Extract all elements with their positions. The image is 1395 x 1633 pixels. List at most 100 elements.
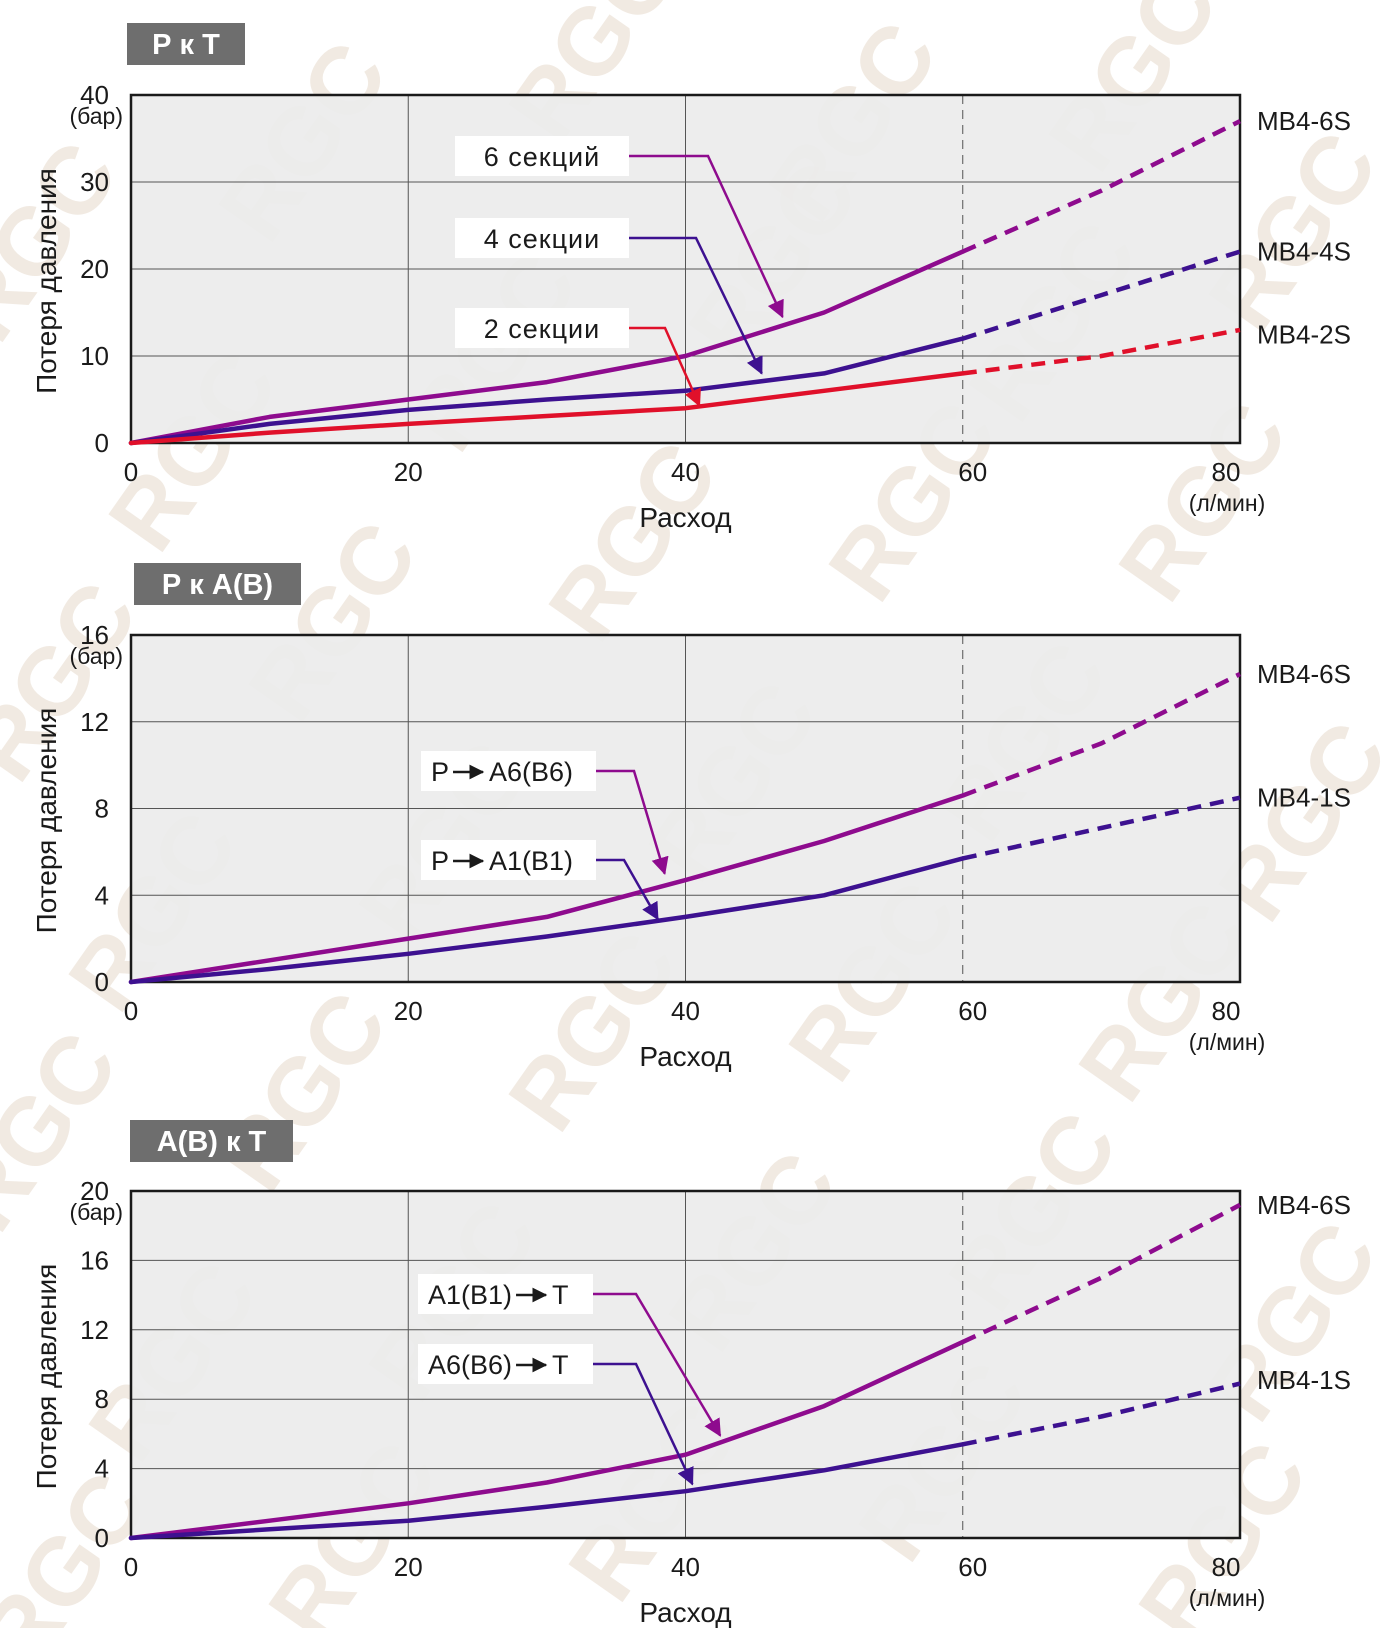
series-model-label: MB4-1S bbox=[1257, 1365, 1351, 1395]
series-callout: P A1(B1) bbox=[421, 840, 659, 921]
callout-leader-arrow bbox=[593, 1292, 722, 1437]
series-callout: P A6(B6) bbox=[421, 751, 669, 875]
y-tick-label: 16 bbox=[80, 620, 109, 650]
callout-label-from: P bbox=[431, 846, 449, 876]
y-unit-label: (бар) bbox=[69, 1199, 123, 1225]
callout-box bbox=[455, 308, 629, 348]
callout-leader-arrow bbox=[596, 858, 659, 921]
x-tick-label: 40 bbox=[671, 457, 700, 487]
series-line-1-measured bbox=[128, 249, 966, 446]
y-tick-label: 4 bbox=[95, 880, 109, 910]
x-tick-label: 80 bbox=[1212, 1552, 1241, 1582]
series-line-2-measured bbox=[128, 336, 966, 446]
series-line-3-measured bbox=[128, 371, 966, 446]
callout-box bbox=[455, 136, 629, 176]
series-callout: 6 секций bbox=[455, 136, 784, 319]
callout-label-from: A6(B6) bbox=[428, 1350, 512, 1380]
callout-box bbox=[418, 1274, 593, 1314]
y-tick-label: 12 bbox=[80, 707, 109, 737]
x-axis-title: Расход bbox=[639, 502, 731, 533]
chart-title: А(В) к Т bbox=[157, 1126, 267, 1158]
y-unit-label: (бар) bbox=[69, 103, 123, 129]
callout-label-to: T bbox=[552, 1280, 569, 1310]
callout-box bbox=[418, 1344, 593, 1384]
callout-label: 2 секции bbox=[484, 314, 600, 344]
series-line-2-extrapolated bbox=[962, 795, 1241, 861]
x-tick-label: 40 bbox=[671, 1552, 700, 1582]
callout-box bbox=[421, 840, 596, 880]
chart-title: Р к Т bbox=[152, 29, 220, 61]
callout-label-to: T bbox=[552, 1350, 569, 1380]
x-tick-label: 20 bbox=[394, 457, 423, 487]
y-tick-label: 0 bbox=[95, 1523, 109, 1553]
series-line-1-extrapolated bbox=[961, 1202, 1242, 1344]
callout-label-to: A6(B6) bbox=[489, 757, 573, 787]
y-tick-label: 8 bbox=[95, 1384, 109, 1414]
callout-label-to: A1(B1) bbox=[489, 846, 573, 876]
y-tick-label: 4 bbox=[95, 1454, 109, 1484]
chart-title-box bbox=[130, 1120, 293, 1162]
plot-frame bbox=[129, 1189, 1242, 1540]
y-tick-label: 8 bbox=[95, 794, 109, 824]
x-tick-label: 20 bbox=[394, 996, 423, 1026]
series-model-label: MB4-6S bbox=[1257, 1190, 1351, 1220]
x-unit-label: (л/мин) bbox=[1189, 1029, 1266, 1055]
callout-leader-arrow bbox=[596, 769, 669, 875]
y-tick-label: 20 bbox=[80, 1176, 109, 1206]
callout-box bbox=[455, 218, 629, 258]
y-tick-label: 12 bbox=[80, 1315, 109, 1345]
callout-box bbox=[421, 751, 596, 791]
x-axis-title: Расход bbox=[639, 1041, 731, 1072]
y-tick-label: 16 bbox=[80, 1245, 109, 1275]
callout-label: 4 секции bbox=[484, 224, 600, 254]
series-line-2-extrapolated bbox=[962, 249, 1241, 341]
x-tick-label: 0 bbox=[124, 1552, 138, 1582]
y-unit-label: (бар) bbox=[69, 643, 123, 669]
y-tick-label: 0 bbox=[95, 967, 109, 997]
x-tick-label: 80 bbox=[1212, 996, 1241, 1026]
series-model-label: MB4-2S bbox=[1257, 319, 1351, 349]
callout-label: 6 секций bbox=[484, 142, 600, 172]
y-axis-title: Потеря давления bbox=[31, 168, 62, 394]
plot-frame bbox=[129, 633, 1242, 984]
callout-leader-arrow bbox=[629, 326, 701, 407]
x-tick-label: 0 bbox=[124, 996, 138, 1026]
series-callout: A1(B1) T bbox=[418, 1274, 722, 1437]
series-line-1-extrapolated bbox=[961, 119, 1242, 254]
series-line-2-measured bbox=[128, 856, 966, 985]
watermark-logo: RGC bbox=[0, 123, 138, 359]
watermark-logo: RGC bbox=[528, 423, 738, 659]
y-tick-label: 30 bbox=[80, 167, 109, 197]
y-axis-title: Потеря давления bbox=[31, 1264, 62, 1490]
callout-label-from: P bbox=[431, 757, 449, 787]
y-axis-title: Потеря давления bbox=[31, 708, 62, 934]
chart-panel-2: Р к А(В) 0 4 8 12 16(бар) 0 20 40 60 80 (л/мин) Расх… bbox=[31, 563, 1351, 1072]
series-line-3-extrapolated bbox=[962, 327, 1241, 376]
callout-leader-arrow bbox=[629, 236, 763, 375]
x-unit-label: (л/мин) bbox=[1189, 1585, 1266, 1611]
watermark-logo: RGC bbox=[198, 973, 408, 1209]
x-tick-label: 60 bbox=[958, 1552, 987, 1582]
series-line-1-measured bbox=[128, 1339, 966, 1541]
x-tick-label: 80 bbox=[1212, 457, 1241, 487]
plot-frame bbox=[129, 93, 1242, 445]
callout-leader-arrow bbox=[593, 1362, 694, 1486]
x-axis-title: Расход bbox=[639, 1597, 731, 1628]
y-tick-label: 20 bbox=[80, 254, 109, 284]
series-line-1-measured bbox=[128, 793, 966, 985]
series-model-label: MB4-6S bbox=[1257, 659, 1351, 689]
x-unit-label: (л/мин) bbox=[1189, 490, 1266, 516]
series-model-label: MB4-4S bbox=[1257, 237, 1351, 267]
x-tick-label: 60 bbox=[958, 996, 987, 1026]
series-callout: 2 секции bbox=[455, 308, 701, 407]
x-tick-label: 20 bbox=[394, 1552, 423, 1582]
callout-leader-arrow bbox=[629, 154, 784, 319]
series-callout: 4 секции bbox=[455, 218, 763, 375]
chart-title-box bbox=[127, 23, 245, 65]
y-tick-label: 40 bbox=[80, 80, 109, 110]
chart-title: Р к А(В) bbox=[162, 569, 273, 601]
